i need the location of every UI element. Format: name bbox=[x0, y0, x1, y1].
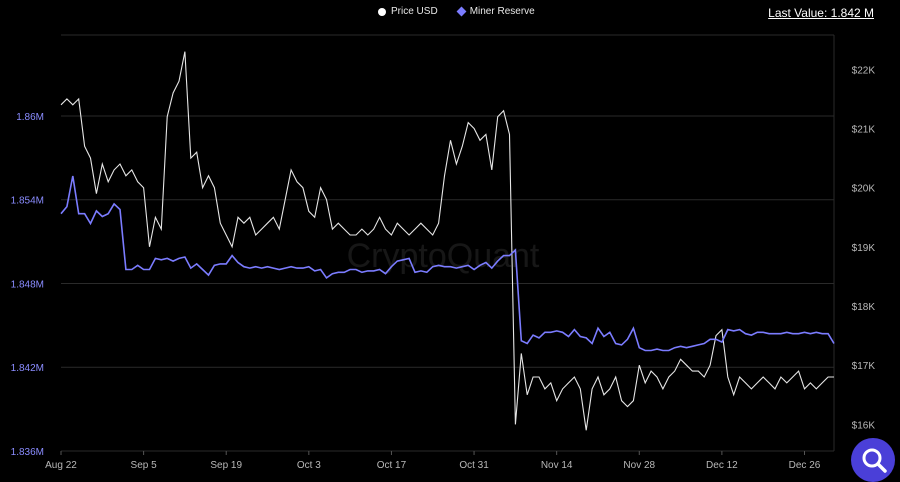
x-axis-tick-label: Oct 31 bbox=[459, 460, 489, 471]
x-axis-tick-label: Sep 19 bbox=[210, 460, 242, 471]
legend: Price USD Miner Reserve bbox=[378, 6, 535, 17]
x-axis-tick-label: Aug 22 bbox=[45, 460, 77, 471]
legend-item-miner-reserve[interactable]: Miner Reserve bbox=[456, 6, 535, 17]
right-axis-tick-label: $19K bbox=[852, 243, 876, 254]
x-axis-tick-label: Dec 26 bbox=[789, 460, 821, 471]
right-axis: $16K $17K $18K $19K $20K $21K $22K bbox=[852, 65, 876, 431]
right-axis-tick-label: $18K bbox=[852, 302, 876, 313]
x-axis-tick-label: Oct 3 bbox=[297, 460, 321, 471]
left-axis-tick-label: 1.848M bbox=[11, 279, 44, 290]
x-axis: Aug 22 Sep 5 Sep 19 Oct 3 Oct 17 Oct 31 Nov 14… bbox=[45, 451, 821, 471]
left-axis-tick-label: 1.842M bbox=[11, 363, 44, 374]
right-axis-tick-label: $16K bbox=[852, 420, 876, 431]
left-axis-tick-label: 1.86M bbox=[16, 112, 44, 123]
right-axis-tick-label: $21K bbox=[852, 124, 876, 135]
watermark: CryptoQuant bbox=[347, 237, 540, 275]
grid bbox=[61, 34, 835, 452]
search-icon bbox=[862, 448, 887, 473]
legend-label-price-usd: Price USD bbox=[391, 6, 438, 17]
left-axis: 1.836M 1.842M 1.848M 1.854M 1.86M bbox=[11, 112, 44, 458]
right-axis-tick-label: $20K bbox=[852, 184, 876, 195]
legend-label-miner-reserve: Miner Reserve bbox=[469, 6, 535, 17]
x-axis-tick-label: Dec 12 bbox=[706, 460, 738, 471]
diamond-marker-icon bbox=[456, 6, 467, 17]
right-axis-tick-label: $17K bbox=[852, 361, 876, 372]
left-axis-tick-label: 1.854M bbox=[11, 196, 44, 207]
miner-reserve-line bbox=[60, 175, 835, 352]
legend-item-price-usd[interactable]: Price USD bbox=[378, 6, 438, 17]
last-value-label: Last Value: 1.842 M bbox=[768, 6, 874, 20]
x-axis-tick-label: Nov 28 bbox=[623, 460, 655, 471]
x-axis-tick-label: Sep 5 bbox=[131, 460, 158, 471]
x-axis-tick-label: Oct 17 bbox=[377, 460, 407, 471]
right-axis-tick-label: $22K bbox=[852, 65, 876, 76]
circle-marker-icon bbox=[378, 7, 386, 16]
left-axis-tick-label: 1.836M bbox=[11, 447, 44, 458]
search-button[interactable] bbox=[851, 438, 895, 482]
x-axis-tick-label: Nov 14 bbox=[541, 460, 573, 471]
price-usd-line bbox=[60, 51, 834, 431]
